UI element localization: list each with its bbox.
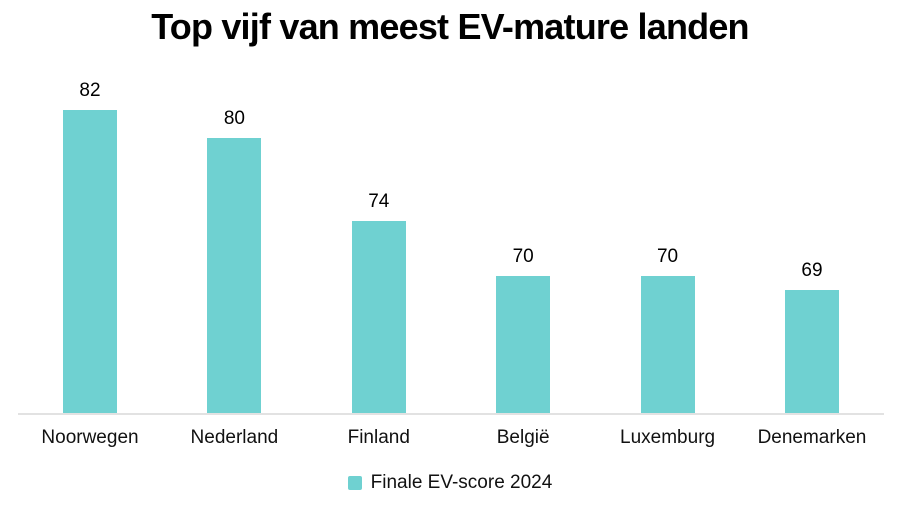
x-axis-line — [18, 413, 884, 415]
bar-belgi — [496, 276, 551, 414]
plot-area: 82 80 74 70 70 69 — [18, 0, 884, 414]
bar-column-luxemburg: 70 — [596, 247, 740, 414]
category-label-belgi: België — [496, 427, 550, 448]
legend-label: Finale EV-score 2024 — [370, 472, 553, 493]
legend: Finale EV-score 2024 — [0, 472, 900, 494]
bar-column-finland: 74 — [307, 192, 451, 414]
category-label-noorwegen: Noorwegen — [41, 427, 139, 448]
bar-value-label: 74 — [368, 191, 390, 212]
bar-value-label: 69 — [801, 260, 823, 281]
legend-swatch-icon — [347, 476, 362, 490]
bar-column-noorwegen: 82 — [18, 81, 162, 414]
bar-value-label: 80 — [223, 108, 245, 129]
bar-value-label: 82 — [79, 80, 101, 101]
chart-title: Top vijf van meest EV-mature landen — [151, 6, 749, 47]
category-label-luxemburg: Luxemburg — [620, 427, 716, 448]
bar-noorwegen — [63, 110, 117, 414]
bar-value-label: 70 — [656, 246, 679, 267]
bar-column-nederland: 80 — [162, 109, 306, 414]
bar-column-belgi: 70 — [451, 247, 595, 414]
category-label-finland: Finland — [347, 427, 410, 448]
bar-denemarken — [784, 290, 839, 414]
category-axis: Noorwegen Nederland Finland België Luxemburg… — [18, 427, 884, 449]
bar-column-denemarken: 69 — [740, 261, 884, 414]
bar-luxemburg — [640, 276, 695, 414]
category-label-denemarken: Denemarken — [757, 427, 867, 448]
bar-nederland — [207, 138, 262, 414]
category-label-nederland: Nederland — [190, 427, 279, 448]
bar-value-label: 70 — [512, 246, 534, 267]
bar-finland — [351, 221, 406, 414]
